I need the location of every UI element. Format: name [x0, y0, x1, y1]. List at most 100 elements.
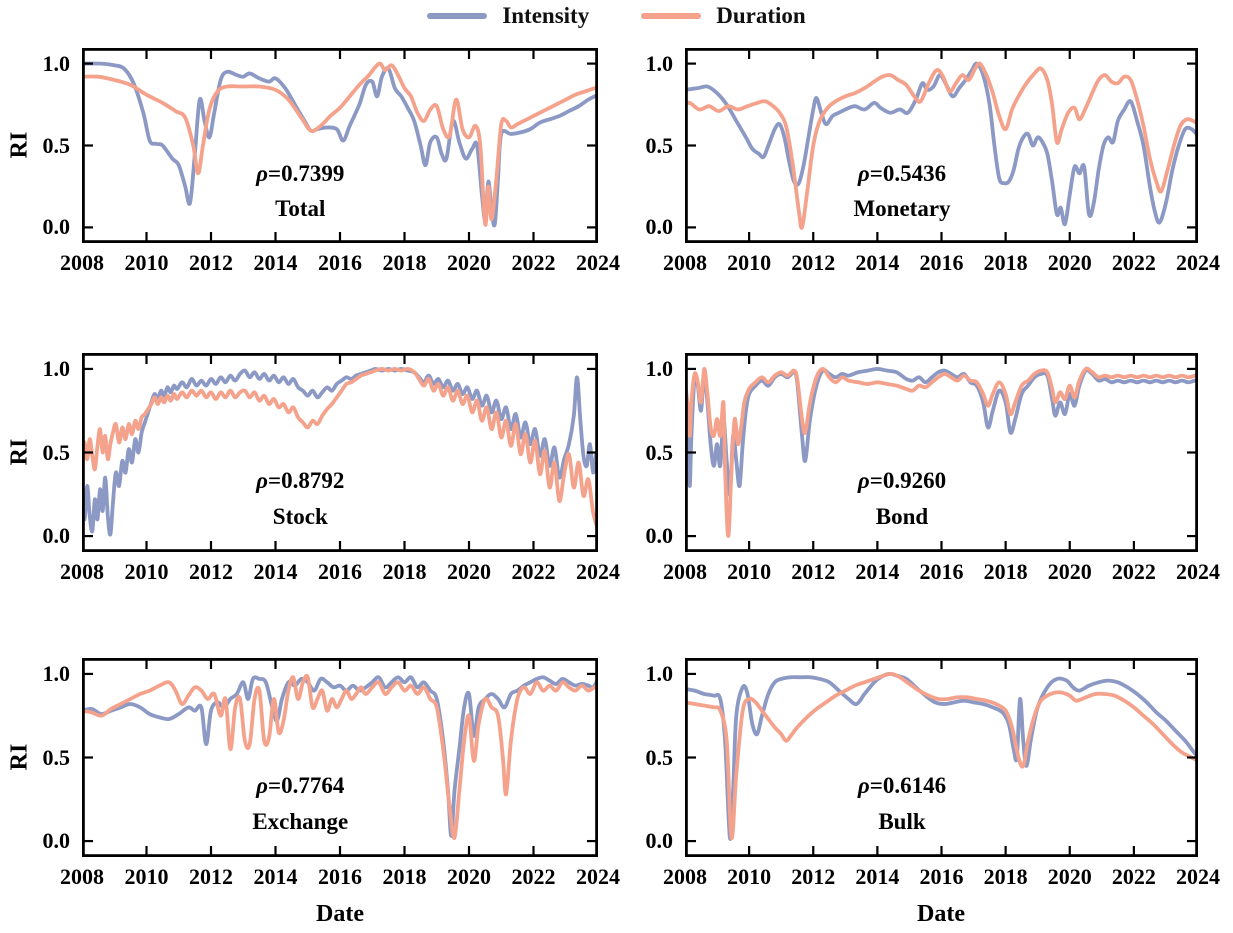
- annotation-rho: ρ=0.5436: [858, 161, 946, 187]
- y-axis-label: RI: [6, 743, 33, 771]
- x-tick-label: 2024: [1176, 864, 1220, 889]
- x-tick-label: 2010: [727, 559, 772, 584]
- series-line-duration: [82, 673, 598, 840]
- legend-label: Duration: [716, 3, 806, 28]
- y-tick-label: 0.5: [645, 744, 674, 770]
- y-tick-label: 0.5: [645, 439, 674, 465]
- rho-symbol: ρ: [857, 468, 870, 494]
- annotation-label: Monetary: [853, 195, 951, 221]
- x-tick-label: 2018: [382, 250, 427, 275]
- x-tick-label: 2018: [382, 864, 427, 889]
- x-tick-label: 2014: [855, 864, 900, 889]
- y-axis-label: RI: [6, 131, 33, 159]
- duration-line-swatch: [641, 13, 702, 19]
- exchange-line-chart: [82, 658, 598, 857]
- x-axis-label: Date: [316, 901, 364, 927]
- x-tick-label: 2008: [663, 250, 707, 275]
- y-tick-label: 1.0: [645, 50, 674, 76]
- intensity-line-swatch: [427, 13, 488, 19]
- annotation-label: Bulk: [878, 809, 926, 835]
- y-tick-label: 0.0: [645, 828, 674, 854]
- x-tick-label: 2022: [1111, 250, 1156, 275]
- x-tick-label: 2022: [511, 559, 556, 584]
- x-tick-label: 2008: [663, 864, 707, 889]
- x-tick-label: 2022: [1111, 559, 1156, 584]
- x-tick-label: 2010: [124, 559, 169, 584]
- rho-value: =0.6146: [869, 773, 947, 799]
- x-tick-label: 2024: [576, 559, 620, 584]
- x-tick-label: 2016: [318, 559, 362, 584]
- x-tick-label: 2010: [727, 864, 772, 889]
- series-line-intensity: [82, 367, 598, 537]
- rho-symbol: ρ: [256, 773, 269, 799]
- x-tick-label: 2020: [1047, 559, 1092, 584]
- x-tick-label: 2014: [855, 559, 900, 584]
- x-tick-label: 2016: [919, 559, 964, 584]
- legend-item-duration: Duration: [641, 3, 806, 29]
- series-line-duration: [82, 61, 598, 227]
- bulk-line-chart: [685, 658, 1198, 857]
- rho-symbol: ρ: [256, 160, 269, 186]
- x-tick-label: 2024: [1176, 250, 1220, 275]
- x-tick-label: 2016: [919, 864, 964, 889]
- x-tick-label: 2008: [663, 559, 707, 584]
- rho-value: =0.7764: [268, 773, 345, 799]
- x-tick-label: 2012: [189, 559, 233, 584]
- annotation-rho: ρ=0.6146: [858, 773, 946, 799]
- x-tick-label: 2010: [124, 864, 169, 889]
- y-tick-label: 0.0: [645, 214, 674, 240]
- y-tick-label: 1.0: [42, 355, 71, 381]
- x-tick-label: 2024: [1176, 559, 1220, 584]
- x-tick-label: 2018: [983, 559, 1028, 584]
- x-tick-label: 2012: [189, 864, 233, 889]
- x-tick-label: 2018: [983, 864, 1028, 889]
- total-line-chart: [82, 48, 598, 243]
- stock-line-chart: [82, 353, 598, 552]
- x-tick-label: 2008: [60, 559, 104, 584]
- x-tick-label: 2022: [511, 864, 556, 889]
- monetary-line-chart: [685, 48, 1198, 243]
- x-tick-label: 2018: [983, 250, 1028, 275]
- legend-label: Intensity: [502, 3, 590, 28]
- x-tick-label: 2018: [382, 559, 427, 584]
- subplot-exchange: ρ=0.7764 Exchange 0.0 0.5 1.0 2008 2010 2012…: [43, 658, 620, 889]
- series-line-intensity: [685, 671, 1198, 841]
- rho-symbol: ρ: [857, 773, 870, 799]
- x-tick-label: 2014: [253, 559, 298, 584]
- x-tick-label: 2022: [511, 250, 556, 275]
- y-tick-label: 1.0: [42, 660, 71, 686]
- rho-value: =0.7399: [268, 160, 345, 186]
- annotation-label: Exchange: [252, 809, 349, 835]
- series-line-duration: [685, 671, 1198, 840]
- x-tick-label: 2020: [447, 559, 491, 584]
- bond-line-chart: [685, 353, 1198, 552]
- y-tick-label: 0.0: [42, 523, 71, 549]
- x-tick-label: 2008: [60, 864, 104, 889]
- x-tick-label: 2016: [919, 250, 964, 275]
- subplot-bulk: ρ=0.6146 Bulk 0.0 0.5 1.0 2008 2010 2012 2014…: [646, 658, 1220, 889]
- subplot-total: ρ=0.7399 Total 0.0 0.5 1.0 2008 2010 2012 201…: [43, 48, 620, 275]
- x-tick-label: 2012: [791, 864, 836, 889]
- x-tick-label: 2012: [791, 559, 836, 584]
- annotation-rho: ρ=0.9260: [858, 468, 946, 494]
- legend-item-intensity: Intensity: [427, 3, 589, 29]
- y-axis-label: RI: [6, 438, 33, 466]
- rho-value: =0.8792: [268, 468, 345, 494]
- rho-value: =0.9260: [869, 468, 947, 494]
- x-tick-label: 2024: [576, 864, 620, 889]
- series-line-duration: [82, 367, 598, 532]
- annotation-label: Bond: [875, 504, 929, 530]
- y-tick-label: 0.5: [645, 132, 674, 158]
- x-tick-label: 2014: [855, 250, 900, 275]
- subplot-bond: ρ=0.9260 Bond 0.0 0.5 1.0 2008 2010 2012 2014…: [646, 353, 1220, 584]
- x-tick-label: 2012: [791, 250, 836, 275]
- x-tick-label: 2020: [447, 864, 491, 889]
- x-axis-label: Date: [917, 901, 965, 927]
- y-tick-label: 1.0: [645, 660, 674, 686]
- subplot-monetary: ρ=0.5436 Monetary 0.0 0.5 1.0 2008 2010 2012…: [646, 48, 1220, 275]
- annotation-rho: ρ=0.8792: [256, 468, 344, 494]
- series-line-intensity: [82, 61, 598, 228]
- x-tick-label: 2014: [253, 250, 298, 275]
- series-line-duration: [685, 61, 1198, 230]
- x-tick-label: 2020: [447, 250, 491, 275]
